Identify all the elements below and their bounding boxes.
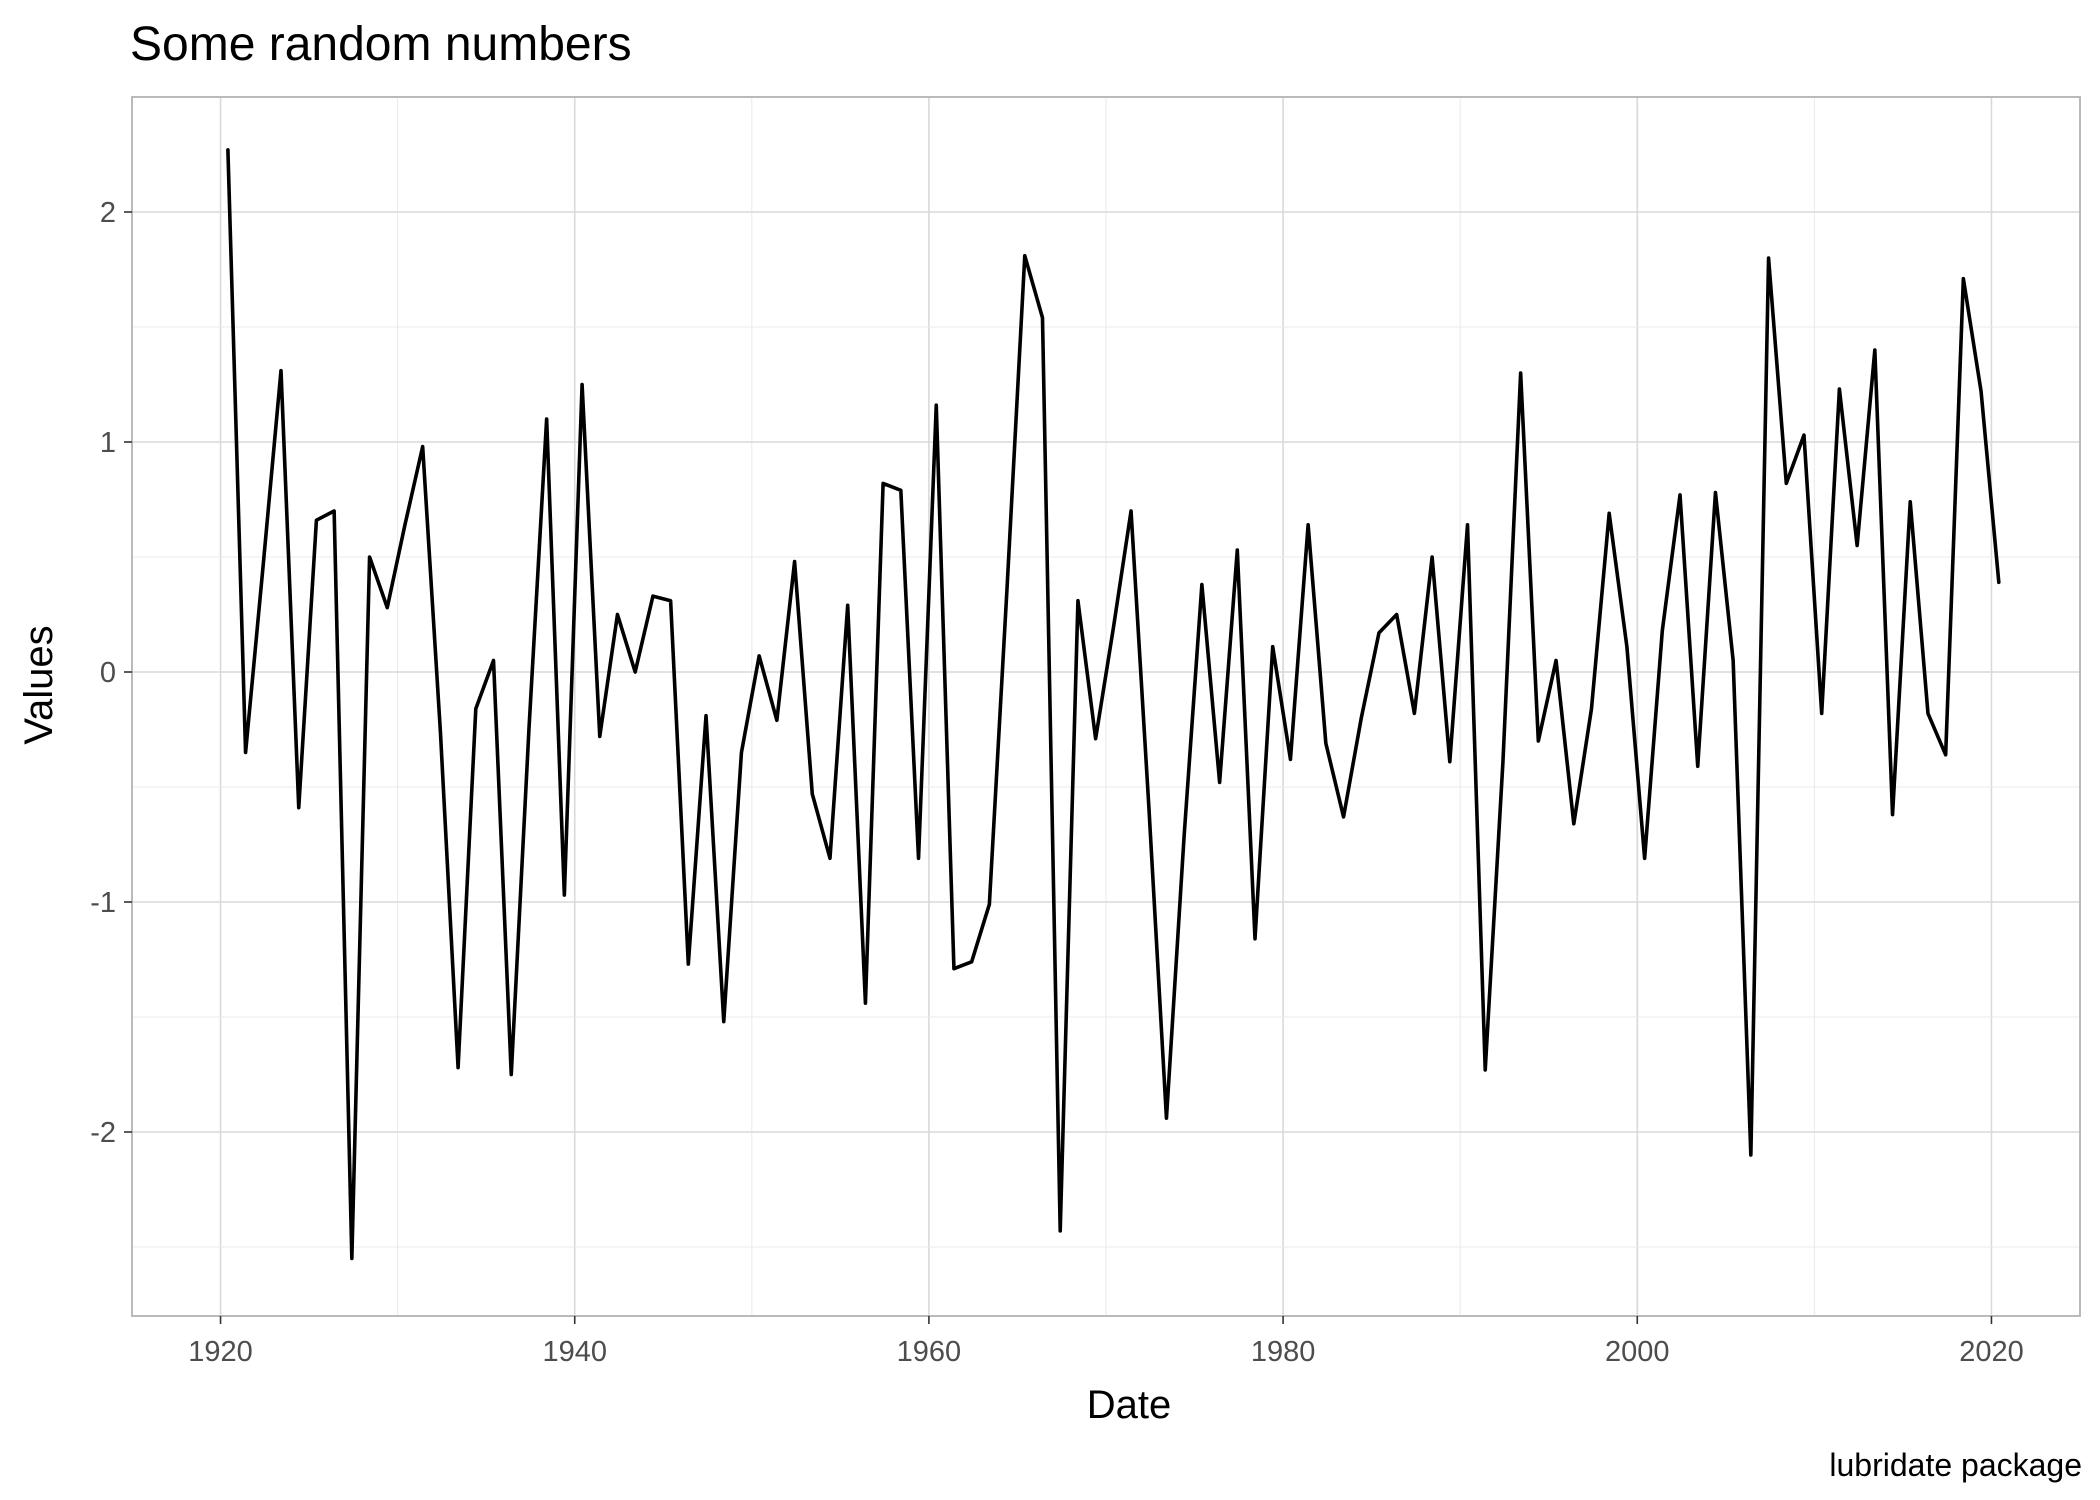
y-tick-label: -1 [90,887,116,919]
chart-title: Some random numbers [130,18,632,71]
chart-caption: lubridate package [1829,1447,2082,1483]
grid-lines [132,96,2080,1316]
y-axis-title: Values [17,625,61,744]
x-tick-label: 2000 [1605,1336,1670,1368]
x-tick-label: 1960 [897,1336,962,1368]
axis-ticks [124,211,1993,1324]
y-tick-label: -2 [90,1117,116,1149]
x-axis-title: Date [1087,1383,1172,1427]
x-tick-label: 1980 [1251,1336,1316,1368]
series-layer [226,148,2001,1261]
y-tick-label: 1 [100,427,116,459]
y-axis-tick-labels: -2 -1 0 1 2 [90,197,116,1149]
y-tick-label: 2 [100,197,116,229]
x-tick-label: 1940 [542,1336,607,1368]
y-tick-label: 0 [100,657,116,689]
x-axis-tick-labels: 1920 1940 1960 1980 2000 2020 [188,1336,2023,1368]
x-tick-label: 2020 [1959,1336,2024,1368]
x-tick-label: 1920 [188,1336,253,1368]
plot-panel-border [131,96,2081,1317]
series-line [226,148,2001,1261]
